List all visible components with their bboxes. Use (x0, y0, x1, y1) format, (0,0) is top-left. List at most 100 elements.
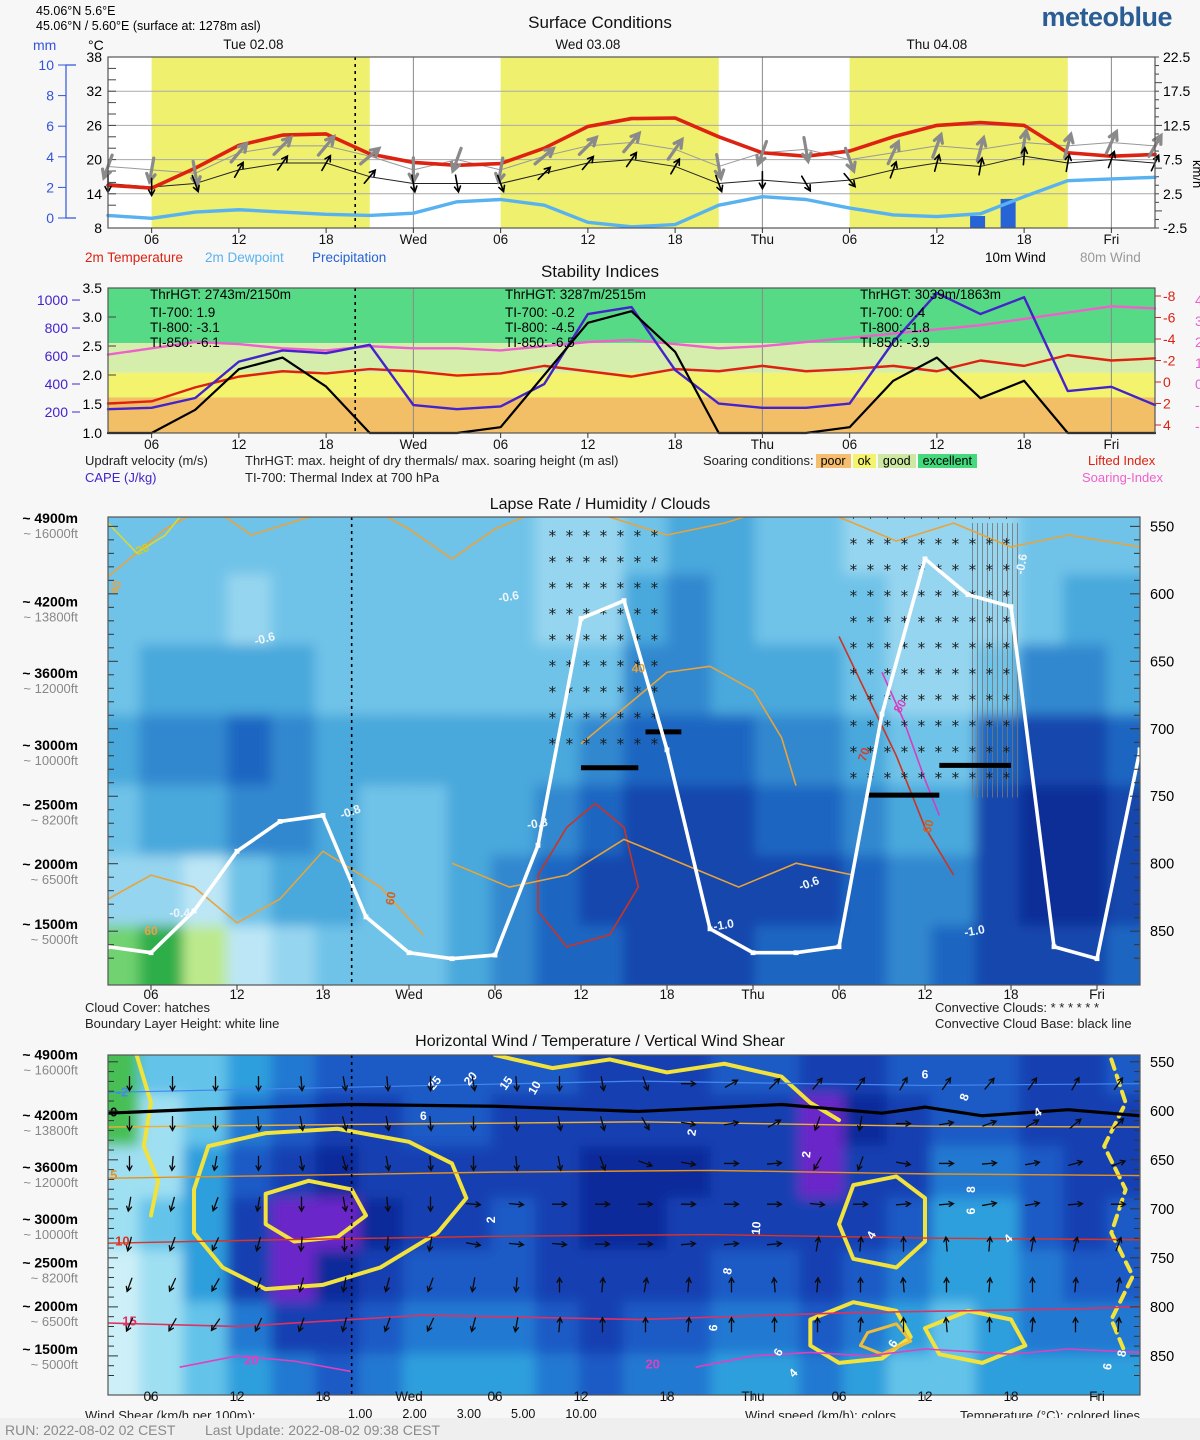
svg-text:mm: mm (33, 37, 56, 53)
svg-text:18: 18 (668, 437, 683, 452)
svg-text:*: * (985, 769, 994, 787)
svg-text:850: 850 (1150, 924, 1174, 940)
meteoblue-logo[interactable]: meteoblue (1041, 2, 1172, 32)
svg-text:*: * (582, 631, 591, 649)
svg-text:12: 12 (573, 987, 588, 1002)
svg-text:8: 8 (1114, 1349, 1129, 1358)
thermal-block-thu: ThrHGT: 3039m/1863m TI-700: 0.4 TI-800: … (860, 287, 1001, 350)
svg-text:12: 12 (917, 1389, 932, 1404)
svg-text:*: * (900, 535, 909, 553)
svg-text:Wed: Wed (400, 437, 428, 452)
svg-text:*: * (565, 553, 574, 571)
svg-text:*: * (1002, 743, 1011, 761)
svg-text:8: 8 (94, 220, 102, 236)
svg-text:Thu: Thu (751, 437, 774, 452)
legend-convective-base: Convective Cloud Base: black line (935, 1016, 1132, 1031)
svg-text:*: * (616, 579, 625, 597)
svg-text:~ 5000ft: ~ 5000ft (31, 932, 79, 947)
svg-text:-2: -2 (117, 1084, 129, 1099)
svg-text:*: * (548, 683, 557, 701)
svg-text:*: * (548, 605, 557, 623)
wind-panel-title: Horizontal Wind / Temperature / Vertical… (415, 1033, 785, 1050)
svg-text:600: 600 (45, 348, 69, 364)
svg-text:400: 400 (45, 376, 69, 392)
svg-text:*: * (866, 717, 875, 735)
svg-text:*: * (985, 587, 994, 605)
svg-text:-0.6: -0.6 (497, 588, 520, 605)
svg-text:*: * (599, 683, 608, 701)
svg-text:12.5: 12.5 (1163, 117, 1190, 133)
svg-text:*: * (633, 527, 642, 545)
svg-text:*: * (849, 769, 858, 787)
svg-text:*: * (650, 735, 659, 753)
svg-text:*: * (582, 527, 591, 545)
svg-text:Thu: Thu (751, 232, 774, 247)
svg-text:60: 60 (383, 890, 399, 906)
svg-text:-20: -20 (1195, 418, 1200, 434)
svg-text:*: * (650, 683, 659, 701)
svg-text:Tue 02.08: Tue 02.08 (223, 37, 283, 52)
legend-soaring-index: Soaring-Index (1082, 470, 1163, 485)
stability-panel-title: Stability Indices (540, 262, 660, 281)
footer-last-update: Last Update: 2022-08-02 09:38 CEST (205, 1422, 441, 1438)
soaring-swatch-excellent: excellent (917, 454, 977, 468)
svg-text:06: 06 (144, 437, 159, 452)
svg-text:*: * (616, 683, 625, 701)
svg-text:*: * (582, 605, 591, 623)
svg-text:40: 40 (632, 661, 646, 675)
svg-text:550: 550 (1150, 1055, 1174, 1071)
svg-text:6: 6 (922, 1067, 929, 1081)
svg-text:*: * (582, 579, 591, 597)
svg-text:*: * (934, 639, 943, 657)
svg-text:~ 3000m: ~ 3000m (22, 737, 78, 753)
svg-text:*: * (599, 631, 608, 649)
svg-text:*: * (900, 613, 909, 631)
svg-text:850: 850 (1150, 1349, 1174, 1365)
svg-text:*: * (849, 639, 858, 657)
soaring-conditions-legend: Soaring conditions: poor ok good excellent (703, 453, 977, 468)
svg-text:*: * (968, 665, 977, 683)
svg-text:*: * (633, 631, 642, 649)
svg-text:*: * (616, 631, 625, 649)
svg-text:-0.4: -0.4 (169, 906, 190, 920)
svg-text:*: * (1002, 587, 1011, 605)
svg-text:*: * (866, 691, 875, 709)
svg-text:*: * (951, 639, 960, 657)
ti850-wed: TI-850: -6.5 (505, 335, 575, 350)
svg-text:*: * (985, 613, 994, 631)
svg-text:*: * (582, 709, 591, 727)
svg-text:*: * (650, 527, 659, 545)
svg-text:2.0: 2.0 (83, 367, 103, 383)
svg-text:1000: 1000 (37, 292, 68, 308)
svg-text:*: * (934, 509, 943, 527)
svg-text:*: * (1002, 665, 1011, 683)
svg-text:12: 12 (580, 232, 595, 247)
svg-text:3.0: 3.0 (83, 309, 103, 325)
svg-text:8: 8 (964, 1186, 978, 1193)
svg-text:20: 20 (645, 1357, 659, 1372)
svg-text:15: 15 (122, 1313, 136, 1328)
svg-text:*: * (565, 579, 574, 597)
svg-text:*: * (1002, 717, 1011, 735)
svg-text:*: * (951, 743, 960, 761)
thermal-block-wed: ThrHGT: 3287m/2515m TI-700: -0.2 TI-800:… (505, 287, 646, 350)
ti850-thu: TI-850: -3.9 (860, 335, 930, 350)
svg-text:0: 0 (46, 210, 54, 226)
svg-text:*: * (616, 709, 625, 727)
svg-text:*: * (883, 587, 892, 605)
svg-text:12: 12 (929, 437, 944, 452)
svg-text:550: 550 (1150, 519, 1174, 535)
svg-text:06: 06 (831, 1389, 846, 1404)
svg-text:*: * (565, 527, 574, 545)
svg-text:2.5: 2.5 (83, 338, 103, 354)
svg-text:~ 2500m: ~ 2500m (22, 1255, 78, 1271)
svg-text:~ 2500m: ~ 2500m (22, 797, 78, 813)
legend-updraft: Updraft velocity (m/s) (85, 453, 208, 468)
legend-80m-wind: 80m Wind (1080, 250, 1141, 265)
svg-text:06: 06 (493, 437, 508, 452)
svg-text:60: 60 (920, 818, 937, 835)
svg-text:40: 40 (1195, 292, 1200, 308)
svg-text:*: * (934, 769, 943, 787)
svg-text:~ 2000m: ~ 2000m (22, 856, 78, 872)
legend-precipitation: Precipitation (312, 250, 387, 265)
